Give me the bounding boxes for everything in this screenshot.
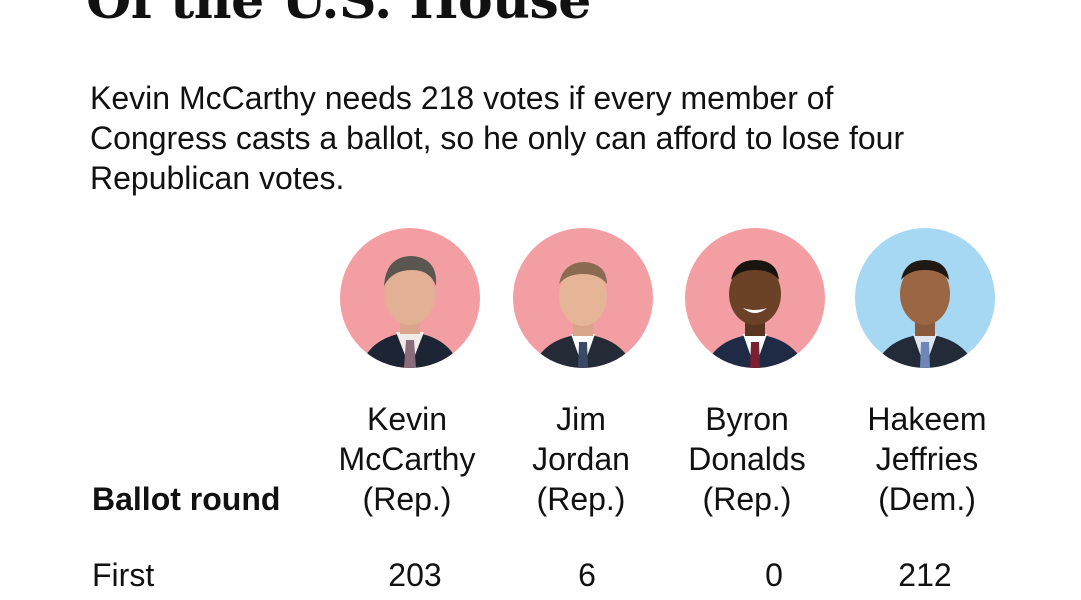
candidate-photo-donalds: [685, 228, 825, 368]
candidate-first-name: Jim: [556, 401, 606, 437]
candidate-last-name: Donalds: [688, 441, 806, 477]
candidate-photo-jordan: [513, 228, 653, 368]
candidate-name: Kevin McCarthy (Rep.): [307, 399, 507, 519]
vote-count-cell: 203: [388, 557, 442, 593]
candidate-photo-jeffries: [855, 228, 995, 368]
candidate-name: Hakeem Jeffries (Dem.): [827, 399, 1027, 519]
vote-count-cell: 6: [578, 557, 596, 593]
candidate-name: Jim Jordan (Rep.): [481, 399, 681, 519]
candidate-last-name: Jordan: [532, 441, 630, 477]
candidate-photo-mccarthy: [340, 228, 480, 368]
headline: Of the U.S. House: [86, 0, 591, 31]
candidate-party: (Rep.): [536, 481, 626, 517]
ballot-round-header: Ballot round: [92, 481, 281, 517]
vote-count-cell: 212: [898, 557, 952, 593]
candidate-first-name: Byron: [705, 401, 789, 437]
vote-count-cell: 0: [765, 557, 783, 593]
candidate-party: (Dem.): [878, 481, 976, 517]
candidate-party: (Rep.): [702, 481, 792, 517]
candidate-name: Byron Donalds (Rep.): [647, 399, 847, 519]
candidate-last-name: Jeffries: [875, 441, 979, 477]
round-label: First: [92, 557, 155, 593]
candidate-first-name: Kevin: [366, 401, 448, 437]
candidate-first-name: Hakeem: [867, 401, 987, 437]
description: Kevin McCarthy needs 218 votes if every …: [90, 80, 905, 196]
candidate-party: (Rep.): [362, 481, 452, 517]
candidate-last-name: McCarthy: [338, 441, 476, 477]
